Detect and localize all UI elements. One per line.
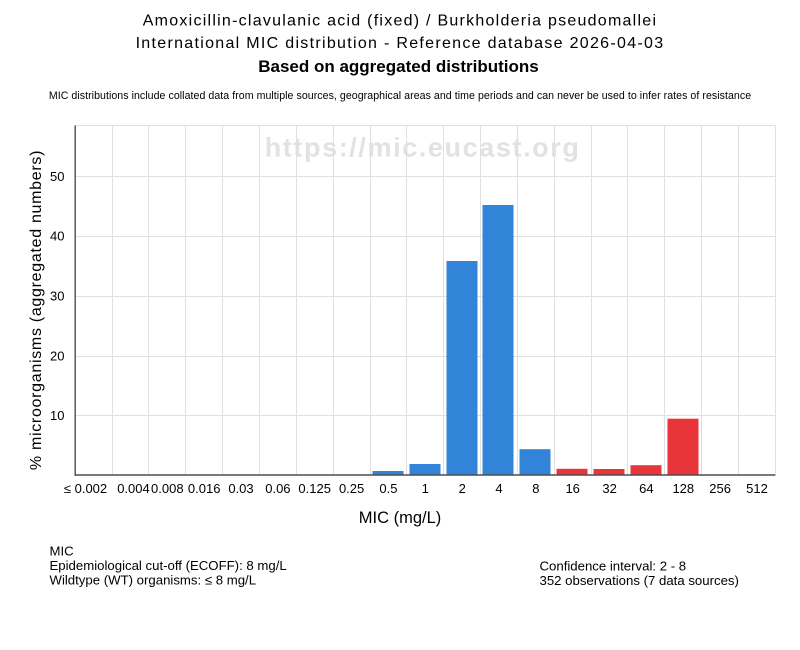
svg-text:MIC distributions include coll: MIC distributions include collated data … (49, 90, 751, 102)
svg-text:≤ 0.002: ≤ 0.002 (64, 481, 107, 496)
svg-text:Wildtype (WT) organisms: ≤ 8 m: Wildtype (WT) organisms: ≤ 8 mg/L (50, 572, 257, 587)
svg-text:0.004: 0.004 (117, 481, 150, 496)
svg-text:MIC: MIC (50, 544, 75, 559)
svg-text:512: 512 (746, 481, 768, 496)
svg-text:Epidemiological cut-off (ECOFF: Epidemiological cut-off (ECOFF): 8 mg/L (50, 558, 287, 573)
svg-text:0.5: 0.5 (379, 481, 397, 496)
svg-text:16: 16 (565, 481, 579, 496)
svg-text:40: 40 (50, 229, 64, 244)
svg-text:20: 20 (50, 348, 64, 363)
svg-text:10: 10 (50, 408, 64, 423)
svg-text:1: 1 (422, 481, 429, 496)
svg-text:64: 64 (639, 481, 653, 496)
svg-text:MIC (mg/L): MIC (mg/L) (359, 509, 442, 527)
svg-text:0.125: 0.125 (298, 481, 331, 496)
svg-text:International MIC distribution: International MIC distribution - Referen… (136, 35, 665, 52)
svg-text:30: 30 (50, 289, 64, 304)
svg-text:352 observations (7 data sourc: 352 observations (7 data sources) (540, 573, 739, 588)
svg-text:256: 256 (709, 481, 731, 496)
svg-text:0.016: 0.016 (188, 481, 221, 496)
svg-text:% microorganisms (aggregated n: % microorganisms (aggregated numbers) (28, 150, 45, 470)
svg-text:Based on aggregated distributi: Based on aggregated distributions (258, 57, 539, 76)
svg-text:Amoxicillin-clavulanic acid (f: Amoxicillin-clavulanic acid (fixed) / Bu… (143, 13, 658, 30)
svg-text:0.03: 0.03 (228, 481, 253, 496)
svg-text:0.25: 0.25 (339, 481, 364, 496)
svg-text:4: 4 (495, 481, 502, 496)
svg-text:Confidence interval: 2 - 8: Confidence interval: 2 - 8 (540, 558, 687, 573)
svg-text:50: 50 (50, 169, 64, 184)
svg-text:8: 8 (532, 481, 539, 496)
svg-text:32: 32 (602, 481, 616, 496)
svg-text:https://mic.eucast.org: https://mic.eucast.org (265, 132, 581, 162)
svg-text:2: 2 (459, 481, 466, 496)
svg-text:128: 128 (672, 481, 694, 496)
svg-text:0.06: 0.06 (265, 481, 290, 496)
svg-text:0.008: 0.008 (151, 481, 184, 496)
